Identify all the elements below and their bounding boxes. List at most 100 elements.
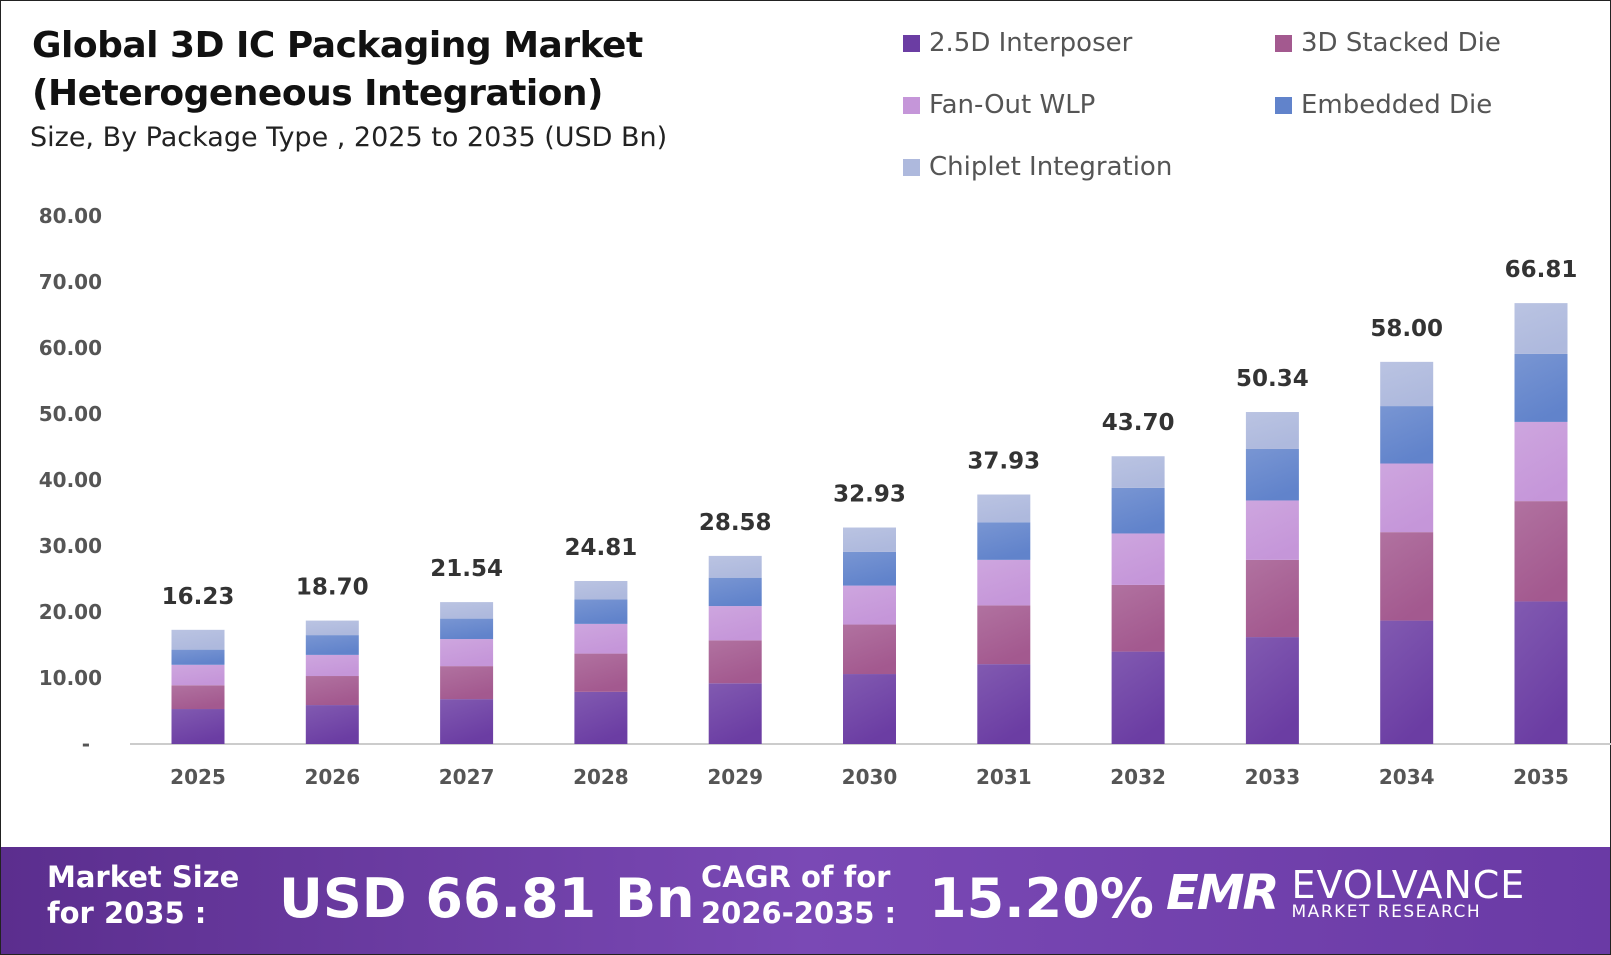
x-tick-label: 2025 (170, 765, 226, 789)
bar-segment-2-5d-interposer (977, 664, 1031, 744)
title-line-2: (Heterogeneous Integration) (32, 73, 603, 114)
bar-segment-embedded-die (1245, 448, 1299, 501)
bar-segment-3d-stacked-die (708, 640, 762, 684)
bar-segment-2-5d-interposer (574, 691, 628, 744)
y-tick-label: 10.00 (39, 666, 102, 690)
bar-segment-2-5d-interposer (1245, 637, 1299, 744)
title-line-1: Global 3D IC Packaging Market (32, 25, 643, 66)
company-logo: EMR EVOLVANCE MARKET RESEARCH (1166, 865, 1525, 921)
bar-segment-fan-out-wlp (843, 585, 896, 625)
cagr-label: CAGR of for (701, 860, 891, 894)
bar-segment-fan-out-wlp (440, 639, 494, 667)
bar-segment-2-5d-interposer (1514, 601, 1568, 744)
y-tick-label: 30.00 (39, 534, 102, 558)
legend-item: Chiplet Integration (903, 152, 1172, 182)
chart-subtitle: Size, By Package Type , 2025 to 2035 (US… (30, 122, 668, 153)
bar-segment-embedded-die (977, 522, 1031, 560)
bar-segment-2-5d-interposer (305, 705, 359, 744)
bar-segment-fan-out-wlp (305, 654, 359, 677)
x-tick-label: 2035 (1513, 765, 1569, 789)
bar-segment-fan-out-wlp (1380, 463, 1434, 533)
bar-segment-2-5d-interposer (1111, 651, 1165, 744)
legend-label: Embedded Die (1301, 90, 1493, 120)
legend-swatch (1275, 34, 1292, 52)
logo-name: EVOLVANCE (1291, 862, 1526, 907)
bar-segment-embedded-die (1111, 487, 1165, 534)
legend-label: Fan-Out WLP (929, 90, 1096, 120)
bar-segment-chiplet-integration (574, 580, 628, 600)
bar-segment-chiplet-integration (1514, 303, 1568, 354)
x-tick-label: 2029 (707, 765, 763, 789)
x-tick-label: 2032 (1110, 765, 1166, 789)
legend-label: 3D Stacked Die (1301, 28, 1501, 58)
cagr-period-label: 2026-2035 : (701, 896, 897, 930)
legend-item: 2.5D Interposer (903, 28, 1132, 58)
bar-segment-fan-out-wlp (574, 623, 628, 654)
data-label: 50.34 (1236, 366, 1309, 392)
x-tick-label: 2034 (1379, 765, 1435, 789)
bar-segment-embedded-die (1514, 353, 1568, 422)
bar-segment-chiplet-integration (977, 494, 1031, 523)
bar-segment-embedded-die (1380, 406, 1434, 464)
data-label: 28.58 (699, 510, 772, 536)
legend-item: Fan-Out WLP (903, 90, 1095, 120)
stacked-bar-chart: - 10.00 20.00 30.00 40.00 50.00 60.00 70.00 80.0… (39, 204, 1611, 789)
bar-segment-chiplet-integration (1380, 361, 1434, 407)
bar-segment-fan-out-wlp (1111, 533, 1165, 585)
x-tick-label: 2027 (439, 765, 495, 789)
legend-swatch (903, 96, 920, 114)
bar-segment-3d-stacked-die (1380, 532, 1434, 621)
bar-segment-chiplet-integration (1111, 456, 1165, 488)
legend-label: 2.5D Interposer (929, 28, 1133, 58)
legend-item: Embedded Die (1275, 90, 1492, 120)
bar-segment-embedded-die (440, 618, 494, 640)
x-tick-label: 2028 (573, 765, 629, 789)
bar-segment-embedded-die (171, 649, 225, 665)
data-label: 24.81 (565, 535, 638, 561)
bar-segment-chiplet-integration (171, 629, 225, 650)
y-tick-label: 20.00 (39, 600, 102, 624)
bar-segment-chiplet-integration (1245, 412, 1299, 449)
bar-segment-chiplet-integration (440, 602, 494, 619)
bar-segment-2-5d-interposer (1380, 620, 1434, 744)
bar-segment-3d-stacked-die (440, 666, 494, 700)
x-tick-label: 2026 (304, 765, 360, 789)
bar-segment-fan-out-wlp (977, 559, 1031, 606)
logo-mark: EMR (1166, 865, 1280, 921)
data-label: 16.23 (162, 584, 235, 610)
legend-item: 3D Stacked Die (1275, 28, 1501, 58)
y-tick-label: 70.00 (39, 270, 102, 294)
bar-segment-3d-stacked-die (977, 605, 1031, 665)
bar-segment-fan-out-wlp (1245, 500, 1299, 560)
legend-swatch (903, 34, 920, 52)
x-tick-label: 2030 (842, 765, 898, 789)
bar-segment-3d-stacked-die (1514, 501, 1568, 602)
bar-segment-2-5d-interposer (171, 709, 225, 744)
y-tick-label: 40.00 (39, 468, 102, 492)
bar-segment-2-5d-interposer (708, 683, 762, 744)
y-tick-label: 50.00 (39, 402, 102, 426)
bar-segment-3d-stacked-die (1111, 584, 1165, 652)
bar-segment-chiplet-integration (708, 555, 762, 578)
x-tick-label: 2031 (976, 765, 1032, 789)
bar-segment-embedded-die (708, 577, 762, 607)
bar-segment-fan-out-wlp (171, 664, 225, 686)
bar-segment-2-5d-interposer (843, 674, 896, 744)
logo-subtitle: MARKET RESEARCH (1291, 901, 1482, 922)
bar-segment-3d-stacked-die (305, 676, 359, 706)
bar-segment-embedded-die (843, 551, 896, 586)
data-label: 43.70 (1102, 410, 1175, 436)
data-label: 66.81 (1505, 257, 1578, 283)
bar-segment-fan-out-wlp (708, 606, 762, 641)
cagr-value: 15.20% (929, 867, 1154, 930)
legend-label: Chiplet Integration (929, 152, 1173, 182)
bar-segment-chiplet-integration (843, 527, 896, 552)
bar-segment-embedded-die (305, 635, 359, 655)
y-tick-label: - (82, 732, 90, 756)
data-label: 37.93 (967, 449, 1040, 475)
bar-segment-3d-stacked-die (843, 624, 896, 675)
bar-segment-3d-stacked-die (171, 685, 225, 710)
y-tick-label: 60.00 (39, 336, 102, 360)
data-label: 18.70 (296, 575, 369, 601)
bar-segment-fan-out-wlp (1514, 421, 1568, 502)
